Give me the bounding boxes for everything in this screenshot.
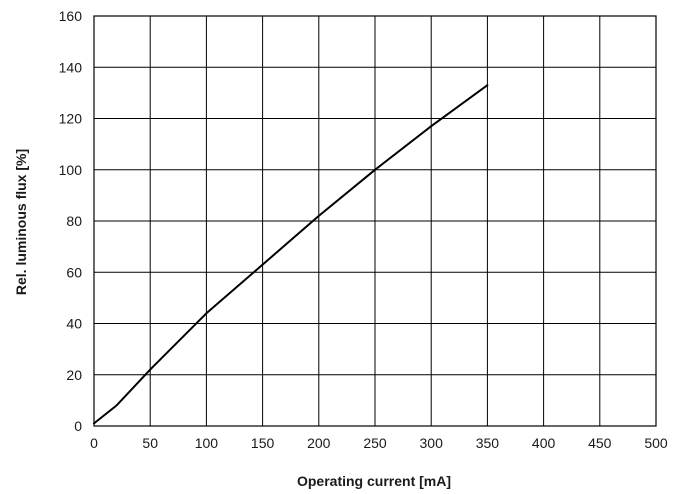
y-tick-label: 80 (66, 213, 82, 229)
x-axis-title: Operating current [mA] (297, 473, 451, 489)
x-tick-label: 450 (588, 435, 612, 451)
y-tick-label: 20 (66, 367, 82, 383)
x-tick-label: 200 (307, 435, 331, 451)
y-tick-label: 160 (59, 8, 83, 24)
y-tick-labels: 0 20 40 60 80 100 120 140 160 (59, 8, 83, 434)
x-tick-label: 100 (195, 435, 219, 451)
plot-border (93, 15, 657, 427)
x-tick-label: 500 (644, 435, 668, 451)
y-tick-label: 40 (66, 316, 82, 332)
series-layer (93, 84, 489, 425)
plot-frame (93, 15, 657, 427)
y-axis-title: Rel. luminous flux [%] (13, 149, 29, 295)
x-tick-label: 400 (532, 435, 556, 451)
y-tick-label: 60 (66, 264, 82, 280)
x-tick-label: 300 (420, 435, 444, 451)
y-tick-label: 140 (59, 59, 83, 75)
x-tick-label: 150 (251, 435, 275, 451)
grid (93, 15, 657, 427)
x-tick-labels: 0 50 100 150 200 250 300 350 400 450 500 (90, 435, 668, 451)
x-tick-label: 250 (363, 435, 387, 451)
x-tick-label: 350 (476, 435, 500, 451)
x-tick-label: 0 (90, 435, 98, 451)
y-tick-label: 100 (59, 162, 83, 178)
series-line (93, 84, 489, 425)
y-tick-label: 120 (59, 111, 83, 127)
x-tick-label: 50 (142, 435, 158, 451)
y-tick-label: 0 (74, 418, 82, 434)
